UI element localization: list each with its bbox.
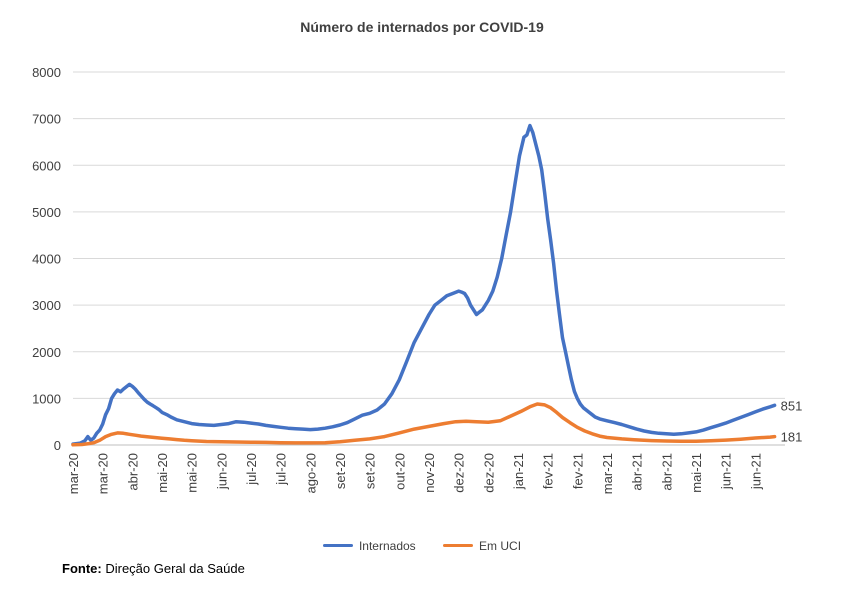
- y-tick-label: 7000: [32, 112, 61, 127]
- x-tick-label: mar-20: [96, 453, 111, 494]
- x-tick-label: mai-20: [155, 453, 170, 493]
- x-tick-label: out-20: [392, 453, 407, 490]
- series-lines: [71, 123, 777, 447]
- end-label-internados: 851: [781, 398, 803, 413]
- x-tick-label: nov-20: [422, 453, 437, 493]
- source-label: Fonte:: [62, 561, 102, 576]
- legend: Internados Em UCI: [0, 536, 844, 553]
- y-tick-label: 4000: [32, 252, 61, 267]
- x-tick-label: abr-21: [630, 453, 645, 491]
- x-tick-label: mai-20: [185, 453, 200, 493]
- x-tick-label: jun-21: [748, 453, 763, 490]
- x-tick-label: jun-21: [719, 453, 734, 490]
- y-axis-ticks: 0 1000 2000 3000 4000 5000 6000 7000 8000: [32, 65, 61, 453]
- x-tick-label: mai-21: [689, 453, 704, 493]
- source-text: Direção Geral da Saúde: [105, 561, 245, 576]
- x-tick-label: jan-21: [511, 453, 526, 490]
- x-tick-label: set-20: [333, 453, 348, 489]
- y-tick-label: 8000: [32, 65, 61, 80]
- y-tick-label: 6000: [32, 158, 61, 173]
- x-tick-label: jun-20: [214, 453, 229, 490]
- x-axis-ticks: mar-20 mar-20 abr-20 mai-20 mai-20 jun-20 jul-…: [66, 453, 763, 494]
- x-tick-label: mar-21: [600, 453, 615, 494]
- x-tick-label: dez-20: [481, 453, 496, 493]
- x-tick-label: fev-21: [541, 453, 556, 489]
- x-tick-label: dez-20: [452, 453, 467, 493]
- chart-title: Número de internados por COVID-19: [300, 19, 544, 35]
- x-tick-label: ago-20: [303, 453, 318, 493]
- y-tick-label: 1000: [32, 391, 61, 406]
- series-line-internados: [71, 123, 777, 446]
- end-labels: 851 181: [781, 398, 803, 444]
- gridlines: [73, 71, 785, 446]
- x-tick-label: set-20: [363, 453, 378, 489]
- x-tick-label: mar-20: [66, 453, 81, 494]
- y-tick-label: 0: [54, 438, 61, 453]
- y-tick-label: 5000: [32, 205, 61, 220]
- x-tick-label: jul-20: [244, 453, 259, 486]
- legend-label-em-uci: Em UCI: [479, 538, 522, 553]
- source-note: Fonte: Direção Geral da Saúde: [62, 561, 245, 576]
- x-tick-label: jul-20: [274, 453, 289, 486]
- x-tick-label: abr-20: [125, 453, 140, 491]
- end-label-em-uci: 181: [781, 430, 803, 445]
- x-tick-label: abr-21: [659, 453, 674, 491]
- y-tick-label: 3000: [32, 298, 61, 313]
- legend-label-internados: Internados: [358, 538, 416, 553]
- legend-swatch-internados: [322, 544, 353, 547]
- legend-item-internados[interactable]: Internados: [322, 538, 416, 553]
- series-line-em-uci: [71, 402, 777, 447]
- legend-swatch-em-uci: [443, 544, 474, 547]
- y-tick-label: 2000: [32, 345, 61, 360]
- x-tick-label: fev-21: [570, 453, 585, 489]
- legend-item-em-uci[interactable]: Em UCI: [443, 539, 521, 553]
